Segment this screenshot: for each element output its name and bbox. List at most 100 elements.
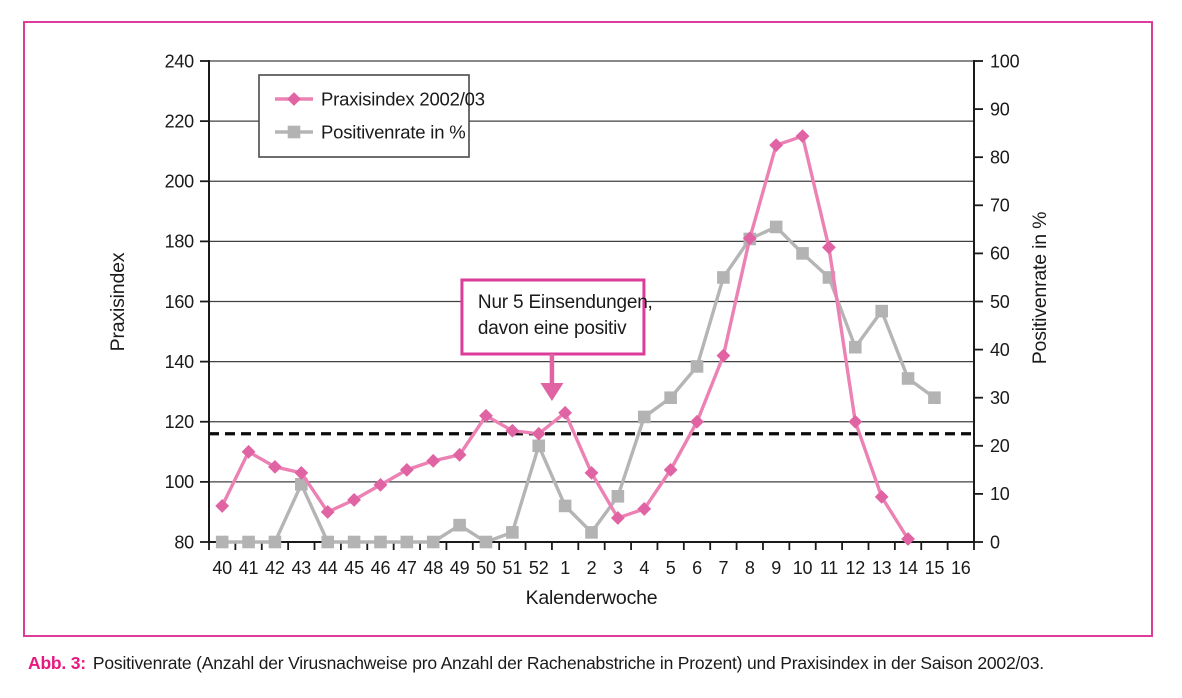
positivenrate-point <box>901 372 915 385</box>
positivenrate-point <box>242 535 255 549</box>
x-axis-tick-label: 12 <box>845 558 865 578</box>
x-axis-tick-label: 44 <box>318 558 338 578</box>
annotation: Nur 5 Einsendungen, davon eine positiv <box>460 278 653 401</box>
left-axis-tick-label: 140 <box>165 352 195 372</box>
x-axis-tick-label: 7 <box>718 558 728 578</box>
legend-label: Positivenrate in % <box>321 121 465 142</box>
positivenrate-point <box>321 535 335 549</box>
right-axis-tick-label: 10 <box>990 484 1010 504</box>
x-axis-tick-label: 49 <box>450 558 470 578</box>
x-axis-tick-label: 3 <box>613 558 623 578</box>
left-axis-tick-label: 180 <box>165 232 195 252</box>
praxisindex-point <box>215 499 230 513</box>
praxisindex-point <box>610 511 625 525</box>
right-axis-tick-label: 30 <box>990 388 1010 408</box>
praxisindex-point <box>452 447 467 462</box>
right-axis-tick-label: 50 <box>990 292 1010 312</box>
praxisindex-point <box>479 408 493 423</box>
praxisindex-point <box>320 505 335 519</box>
x-axis-title: Kalenderwoche <box>526 587 658 609</box>
positivenrate-point <box>374 535 387 549</box>
praxisindex-point <box>716 348 731 363</box>
positivenrate-point <box>637 410 651 424</box>
right-axis-tick-label: 20 <box>990 436 1010 456</box>
positivenrate-point <box>295 477 308 491</box>
x-axis-tick-label: 9 <box>771 558 781 578</box>
annotation-box <box>460 278 646 356</box>
left-axis-tick-label: 220 <box>165 111 195 131</box>
x-axis-tick-label: 46 <box>371 558 391 578</box>
right-axis-tick-label: 70 <box>990 196 1010 216</box>
positivenrate-point <box>769 220 783 234</box>
praxisindex-point <box>558 405 573 420</box>
legend-label: Praxisindex 2002/03 <box>321 88 485 109</box>
left-axis-tick-label: 80 <box>174 532 194 552</box>
x-axis-tick-label: 11 <box>820 558 838 578</box>
right-axis-tick-label: 100 <box>990 51 1020 71</box>
positivenrate-point <box>717 271 730 284</box>
x-axis-tick-label: 2 <box>587 558 597 578</box>
tick-marks: 8010012014016018020022024001020304050607… <box>165 51 1020 578</box>
legend-item-praxisindex: Praxisindex 2002/03 <box>275 88 485 109</box>
x-axis-tick-label: 5 <box>666 558 676 578</box>
positivenrate-point <box>664 391 677 404</box>
praxisindex-point <box>294 465 309 480</box>
right-axis-tick-label: 80 <box>990 148 1010 168</box>
praxisindex-point <box>690 414 704 429</box>
x-axis-tick-label: 14 <box>898 558 918 578</box>
praxisindex-point <box>769 138 784 153</box>
annotation-arrow-icon <box>540 383 564 401</box>
legend-item-positivenrate: Positivenrate in % <box>275 121 466 142</box>
right-axis-tick-label: 60 <box>990 244 1010 264</box>
positivenrate-point <box>347 535 361 549</box>
positivenrate-point <box>400 535 414 549</box>
positivenrate-line <box>222 224 936 544</box>
x-axis-tick-label: 41 <box>239 558 259 578</box>
positivenrate-point <box>848 340 862 354</box>
x-axis-tick-label: 13 <box>872 558 892 578</box>
series-praxisindex <box>215 129 915 546</box>
caption-text: Positivenrate (Anzahl der Virusnachweise… <box>92 653 1044 673</box>
x-axis-tick-label: 40 <box>212 558 232 578</box>
positivenrate-point <box>875 304 888 318</box>
praxisindex-point <box>848 414 863 429</box>
praxisindex-point <box>505 423 520 438</box>
left-axis-tick-label: 100 <box>165 472 195 492</box>
x-axis-tick-label: 1 <box>560 558 570 578</box>
x-axis-tick-label: 45 <box>344 558 364 578</box>
dual-axis-line-chart: 8010012014016018020022024001020304050607… <box>107 51 1051 609</box>
positivenrate-point <box>426 535 440 549</box>
x-axis-tick-label: 43 <box>292 558 312 578</box>
right-axis-title: Positivenrate in % <box>1029 212 1051 364</box>
praxisindex-point <box>742 231 757 246</box>
left-axis-tick-label: 160 <box>165 292 195 312</box>
x-axis-tick-label: 48 <box>423 558 443 578</box>
legend-box <box>258 74 470 158</box>
legend: Praxisindex 2002/03 Positivenrate in % <box>258 74 485 158</box>
annotation-line: Nur 5 Einsendungen, <box>478 292 653 313</box>
praxisindex-point <box>901 532 915 546</box>
praxisindex-point <box>584 465 599 480</box>
positivenrate-point <box>532 439 546 453</box>
legend-diamond-icon <box>287 92 301 106</box>
praxisindex-point <box>531 426 546 441</box>
x-axis-tick-label: 51 <box>503 558 523 578</box>
positivenrate-point <box>796 247 809 260</box>
left-axis-tick-label: 200 <box>165 172 195 192</box>
praxisindex-point <box>822 240 836 255</box>
positivenrate-point <box>479 535 493 549</box>
annotation-line: davon eine positiv <box>478 318 627 339</box>
praxisindex-point <box>426 453 441 468</box>
chart-frame: 80 100 120 140 160 180 200 220 240 0 10 20 30 40 50 60 7… <box>23 21 1153 637</box>
x-axis-tick-label: 8 <box>745 558 755 578</box>
x-axis-tick-label: 42 <box>265 558 285 578</box>
x-axis-tick-label: 47 <box>397 558 417 578</box>
praxisindex-point <box>241 444 256 459</box>
positivenrate-point <box>453 518 466 532</box>
positivenrate-point <box>928 391 941 404</box>
praxisindex-point <box>637 502 652 516</box>
praxisindex-point <box>399 462 414 477</box>
x-axis-tick-label: 16 <box>951 558 971 578</box>
x-axis-tick-label: 6 <box>692 558 702 578</box>
praxisindex-point <box>373 477 388 492</box>
